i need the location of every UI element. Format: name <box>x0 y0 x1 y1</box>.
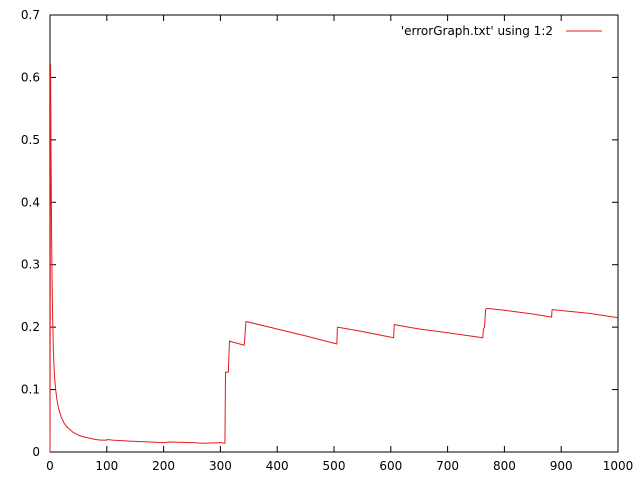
y-tick-label: 0.6 <box>21 70 40 84</box>
x-tick-label: 100 <box>95 459 118 473</box>
y-tick-label: 0 <box>32 445 40 459</box>
legend-label: 'errorGraph.txt' using 1:2 <box>401 24 553 38</box>
x-tick-label: 300 <box>209 459 232 473</box>
series-line <box>49 64 619 453</box>
x-tick-label: 900 <box>550 459 573 473</box>
y-tick-label: 0.7 <box>21 8 40 22</box>
x-tick-label: 800 <box>493 459 516 473</box>
y-tick-label: 0.2 <box>21 320 40 334</box>
axes-layer: 0 0.1 0.2 0.3 0.4 0.5 0.6 0.7 0 100 200 300 400 500 60… <box>21 8 633 473</box>
y-tick-label: 0.3 <box>21 258 40 272</box>
x-tick-label: 400 <box>266 459 289 473</box>
x-tick-label: 500 <box>323 459 346 473</box>
x-tick-label: 600 <box>379 459 402 473</box>
x-tick-label: 200 <box>152 459 175 473</box>
x-tick-label: 700 <box>436 459 459 473</box>
y-tick-label: 0.4 <box>21 195 40 209</box>
legend: 'errorGraph.txt' using 1:2 <box>401 24 602 38</box>
y-tick-label: 0.5 <box>21 133 40 147</box>
series-layer <box>49 64 619 453</box>
x-tick-label: 1000 <box>603 459 634 473</box>
y-tick-label: 0.1 <box>21 383 40 397</box>
plot-frame <box>49 14 619 453</box>
x-tick-label: 0 <box>46 459 54 473</box>
